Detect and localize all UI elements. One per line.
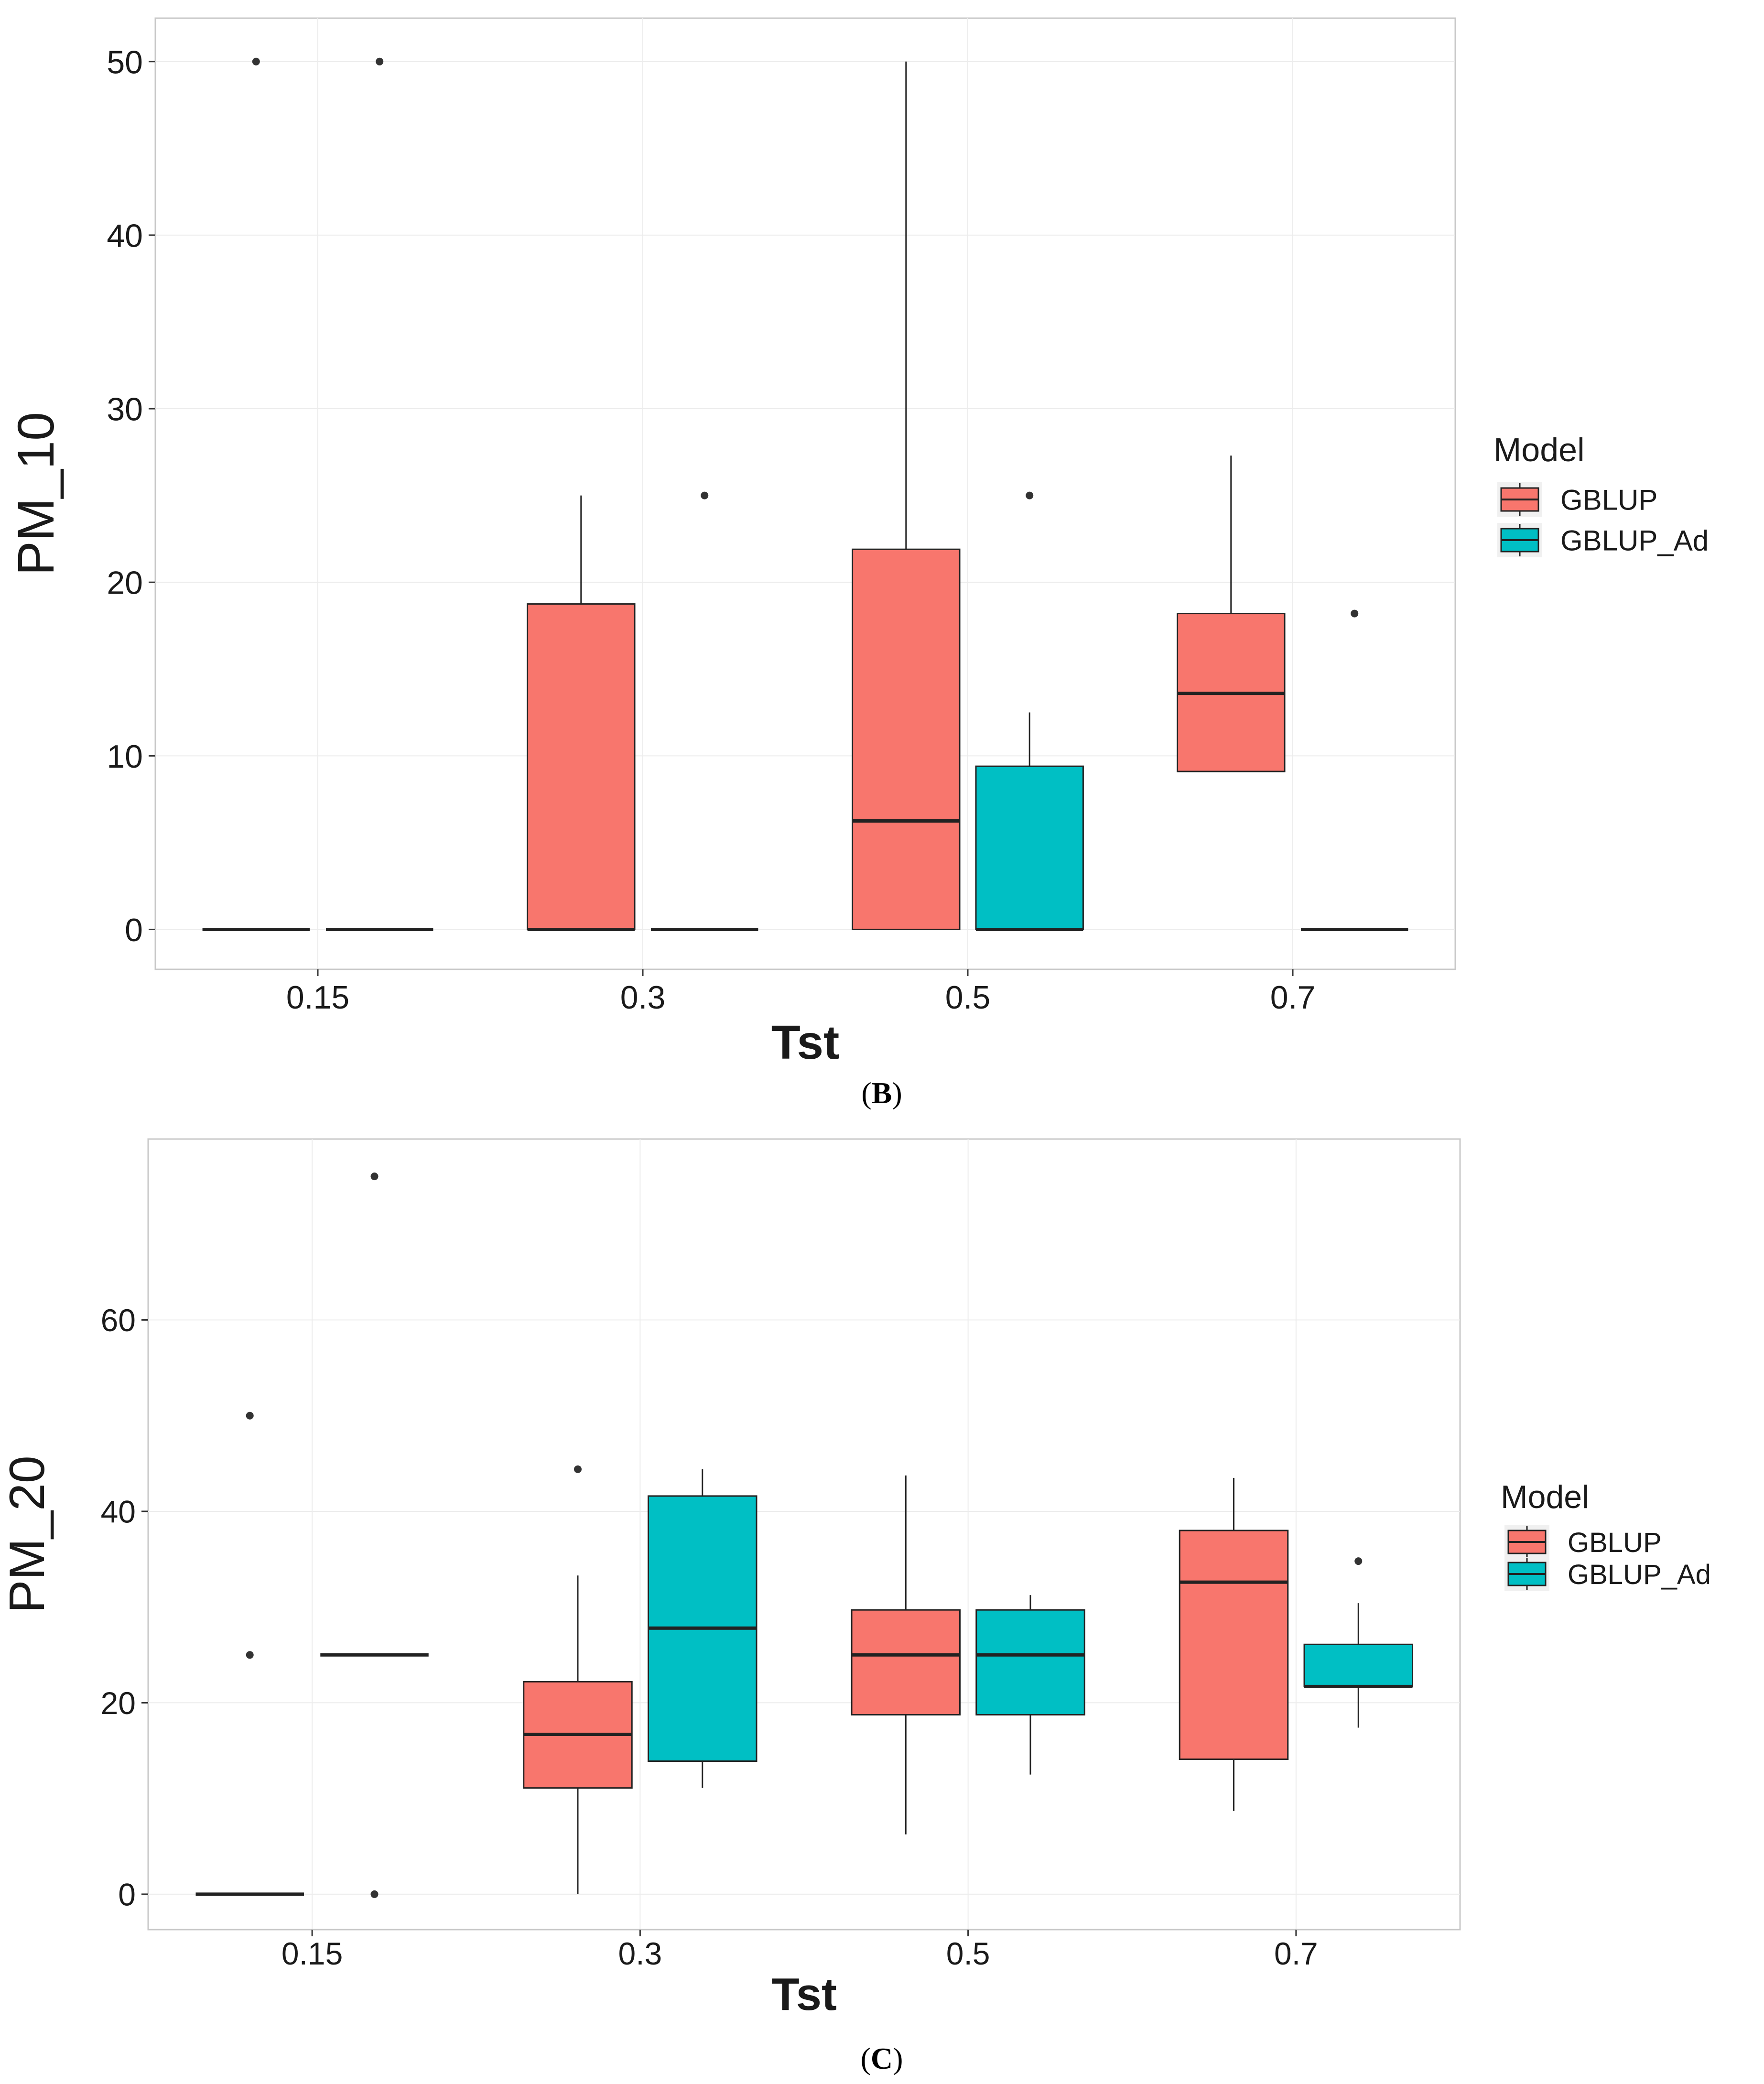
box-gblup-0.7 (1177, 456, 1286, 772)
outlier-point (1354, 1557, 1363, 1565)
x-tick-label: 0.15 (281, 1936, 343, 1971)
box-gblup-0.5 (851, 1475, 961, 1834)
box-gblup-0.15 (195, 1411, 304, 1896)
box-gblup_ad-0.7 (1303, 1557, 1413, 1728)
y-tick-label: 40 (107, 217, 143, 254)
x-tick-label: 0.3 (618, 1936, 662, 1971)
plot-panel-border (154, 17, 1456, 970)
box-body (975, 1609, 1085, 1715)
x-axis-title: Tst (771, 1016, 840, 1069)
box-gblup_ad-0.3 (651, 491, 758, 931)
outlier-point (574, 1465, 582, 1473)
x-tick-label: 0.7 (1274, 1936, 1318, 1971)
y-tick-label: 50 (107, 44, 143, 80)
chart-panel-c: 0 20 40 60 0.15 0.3 0.5 0.7 Tst PM_20 Model GBLUPGB… (0, 1138, 1711, 2020)
x-tick-label: 0.5 (945, 979, 991, 1016)
x-tick-label: 0.3 (620, 979, 666, 1016)
box-gblup_ad-0.3 (648, 1469, 758, 1788)
x-tick-label: 0.15 (286, 979, 349, 1016)
box-gblup_ad-0.7 (1301, 609, 1408, 931)
legend-label-gblup_ad: GBLUP_Ad (1560, 525, 1709, 557)
outlier-point (252, 57, 260, 65)
box-gblup-0.7 (1179, 1477, 1289, 1811)
legend-label-gblup: GBLUP (1568, 1527, 1662, 1558)
box-body (527, 603, 636, 930)
y-tick-label: 20 (107, 565, 143, 601)
box-gblup-0.3 (523, 1465, 633, 1894)
y-axis-title: PM_10 (7, 412, 65, 575)
y-tick-label: 0 (118, 1877, 136, 1912)
box-gblup_ad-0.5 (975, 491, 1084, 931)
legend-label-gblup: GBLUP (1560, 484, 1657, 516)
x-tick-label: 0.5 (946, 1936, 990, 1971)
y-tick-label: 0 (125, 912, 143, 948)
outlier-point (370, 1890, 379, 1898)
legend-title: Model (1493, 431, 1585, 468)
outlier-point (246, 1411, 254, 1420)
outlier-point (1351, 609, 1359, 618)
box-gblup-0.3 (527, 495, 636, 931)
caption-b: (B) (861, 1076, 902, 1110)
outlier-point (370, 1172, 379, 1181)
y-tick-label: 30 (107, 391, 143, 428)
outlier-point (1026, 491, 1034, 499)
outlier-point (701, 491, 709, 499)
outlier-point (376, 57, 384, 65)
legend-title: Model (1501, 1479, 1589, 1515)
caption-c: (C) (860, 2041, 903, 2075)
box-gblup-0.15 (202, 57, 310, 931)
legend: Model GBLUP GBLUP_Ad (1493, 431, 1709, 557)
box-gblup_ad-0.5 (975, 1595, 1085, 1775)
box-gblup_ad-0.15 (320, 1172, 429, 1898)
chart-panel-b: 0 10 20 30 40 50 0.15 0.3 0.5 0.7 Tst PM_10 Model GBL… (7, 17, 1709, 1069)
box-gblup-0.5 (852, 61, 961, 930)
y-tick-label: 10 (107, 738, 143, 775)
box-body (851, 1609, 961, 1715)
box-body (1303, 1643, 1413, 1687)
box-body (1179, 1530, 1289, 1760)
y-tick-label: 20 (101, 1685, 136, 1721)
box-body (975, 765, 1084, 930)
x-axis-title: Tst (771, 1969, 837, 2020)
box-gblup_ad-0.15 (326, 57, 433, 931)
y-tick-label: 60 (101, 1302, 136, 1338)
legend-label-gblup_ad: GBLUP_Ad (1568, 1559, 1711, 1590)
y-axis-title: PM_20 (0, 1455, 55, 1613)
x-tick-label: 0.7 (1270, 979, 1316, 1016)
box-body (852, 548, 961, 930)
y-tick-label: 40 (101, 1494, 136, 1530)
outlier-point (246, 1651, 254, 1659)
